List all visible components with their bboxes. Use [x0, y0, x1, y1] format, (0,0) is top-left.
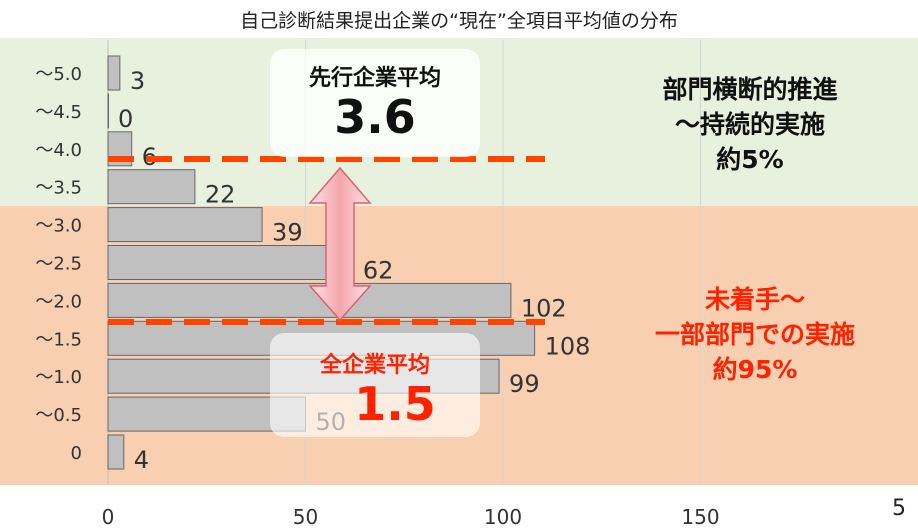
lower-note-line-2: 一部部門での実施: [654, 320, 855, 349]
y-tick-label: ～5.0: [35, 64, 82, 85]
y-tick-label: ～4.0: [35, 140, 82, 161]
data-label: 102: [521, 294, 567, 322]
page-number: 5: [892, 496, 906, 521]
lower-note-line-3: 約95%: [712, 355, 798, 384]
lower-note: 未着手～ 一部部門での実施 約95%: [590, 282, 918, 387]
double-arrow: [308, 166, 372, 322]
x-tick-label: 150: [681, 505, 719, 529]
data-label: 108: [545, 332, 591, 360]
x-tick-label: 0: [102, 505, 115, 529]
overall-average-value: 1.5: [354, 377, 436, 431]
bar: [107, 93, 109, 129]
bar: [107, 245, 354, 280]
y-tick-label: ～1.5: [35, 329, 82, 350]
overall-average-label: 全企業平均: [319, 353, 430, 378]
leading-average-label: 先行企業平均: [308, 66, 441, 91]
y-tick-label: ～2.0: [35, 291, 82, 312]
y-tick-label: ～1.0: [35, 367, 82, 388]
data-label: 99: [509, 370, 540, 398]
upper-note-line-2: ～持続的実施: [674, 110, 825, 139]
data-label: 4: [134, 446, 149, 474]
y-tick-label: ～3.0: [35, 216, 82, 237]
y-tick-label: ～3.5: [35, 178, 82, 199]
data-label: 39: [272, 219, 303, 247]
bar: [107, 434, 125, 470]
lower-note-line-1: 未着手～: [704, 285, 805, 314]
bar: [107, 55, 121, 91]
leading-average-value: 3.6: [334, 90, 416, 144]
upper-note-line-1: 部門横断的推進: [662, 75, 838, 104]
y-tick-label: 0: [71, 443, 82, 464]
y-tick-label: ～0.5: [35, 405, 82, 426]
data-label: 3: [130, 67, 145, 95]
x-tick-label: 100: [484, 505, 522, 529]
leading-average-box: 先行企業平均 3.6: [270, 49, 480, 157]
bar: [107, 207, 263, 243]
y-tick-label: ～2.5: [35, 254, 82, 275]
bar: [107, 169, 196, 205]
x-tick-label: 50: [293, 505, 318, 529]
data-label: 0: [118, 105, 133, 133]
y-tick-label: ～4.5: [35, 102, 82, 123]
upper-note: 部門横断的推進 ～持続的実施 約5%: [600, 72, 900, 177]
chart-title: 自己診断結果提出企業の“現在”全項目平均値の分布: [240, 10, 678, 32]
upper-note-line-3: 約5%: [716, 145, 784, 174]
data-label: 22: [205, 181, 236, 209]
bar: [107, 282, 512, 318]
overall-average-box: 全企業平均 1.5: [270, 333, 480, 437]
data-label: 62: [363, 257, 394, 285]
